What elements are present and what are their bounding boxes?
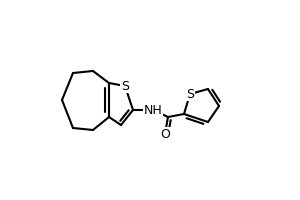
Text: O: O (160, 128, 170, 140)
Text: NH: NH (144, 104, 162, 116)
Text: S: S (121, 80, 129, 92)
Text: S: S (186, 88, 194, 100)
